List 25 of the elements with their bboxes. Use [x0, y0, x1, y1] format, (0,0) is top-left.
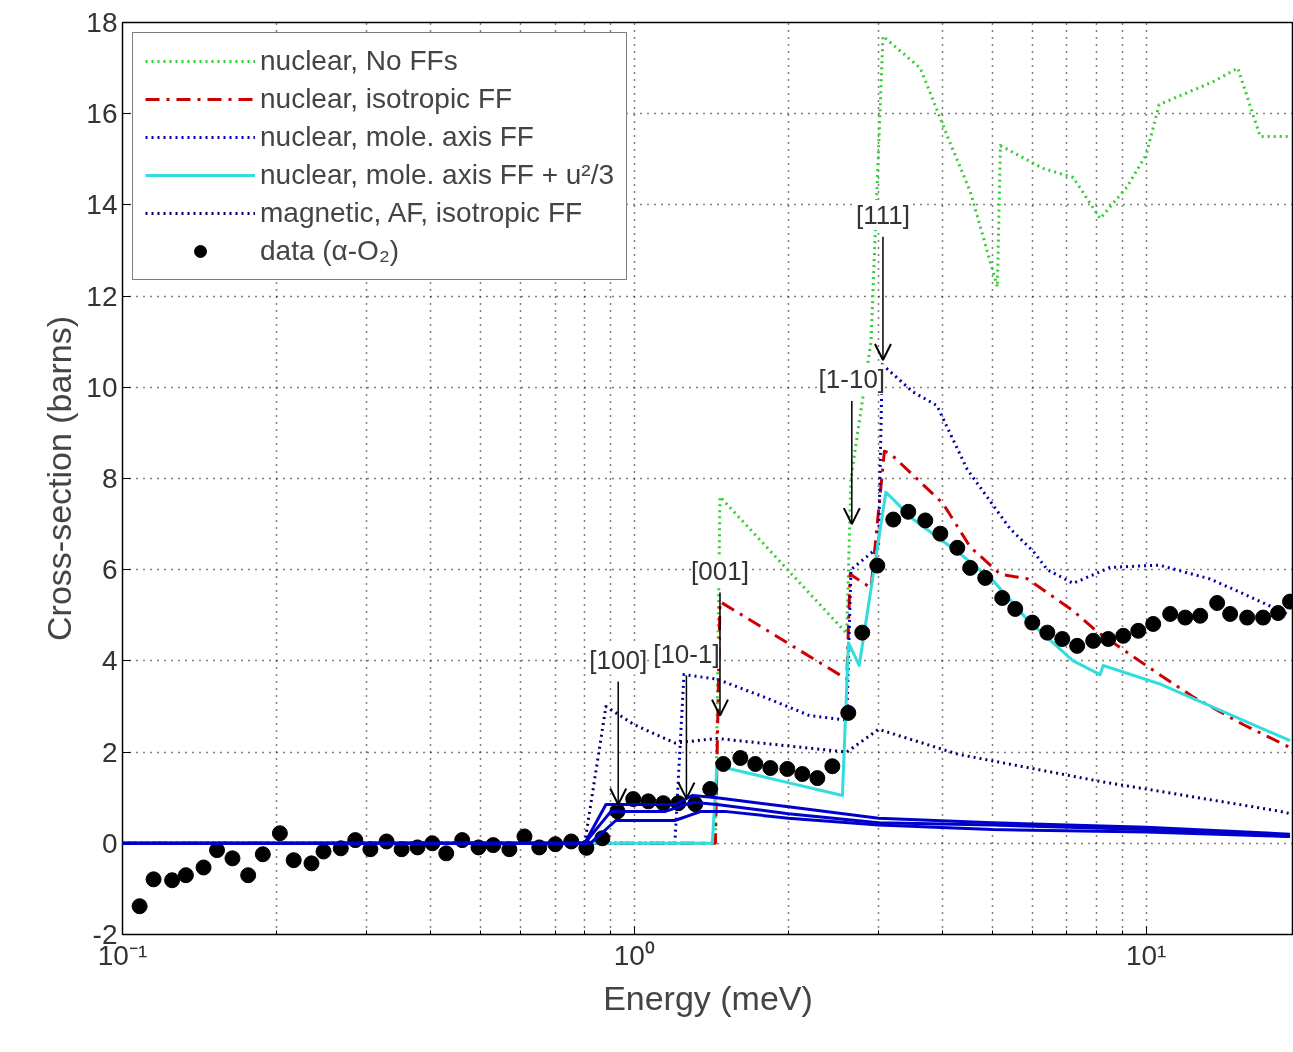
- legend-label: nuclear, No FFs: [260, 45, 458, 77]
- x-axis-title: Energy (meV): [603, 978, 813, 1017]
- y-tick-label: 6: [101, 554, 118, 586]
- annotation: [10-1]: [653, 638, 720, 669]
- y-tick-label: 0: [101, 827, 118, 859]
- y-tick-label: 2: [101, 736, 118, 768]
- legend-label: nuclear, mole. axis FF: [260, 121, 534, 153]
- y-tick-label: 4: [101, 645, 118, 677]
- legend-label: magnetic, AF, isotropic FF: [260, 197, 583, 229]
- y-tick-label: 12: [86, 280, 118, 312]
- y-tick-label: 18: [86, 7, 118, 38]
- x-tick-label: 10⁰: [613, 939, 655, 971]
- y-axis-title: Cross-section (barns): [40, 316, 79, 641]
- legend-label: nuclear, isotropic FF: [260, 83, 513, 115]
- annotation: [1-10]: [818, 364, 886, 395]
- annotation: [111]: [855, 199, 910, 230]
- annotation: [100]: [589, 644, 648, 675]
- annotation: [001]: [691, 555, 749, 586]
- legend-label: nuclear, mole. axis FF + u²/3: [260, 159, 615, 191]
- y-tick-label: 14: [86, 189, 118, 221]
- y-tick-label: 10: [86, 371, 118, 403]
- y-tick-label: 8: [101, 463, 118, 494]
- legend-label: data (α-O₂): [260, 235, 400, 267]
- x-tick-label: 10¹: [1125, 939, 1167, 971]
- y-tick-label: 16: [86, 98, 118, 130]
